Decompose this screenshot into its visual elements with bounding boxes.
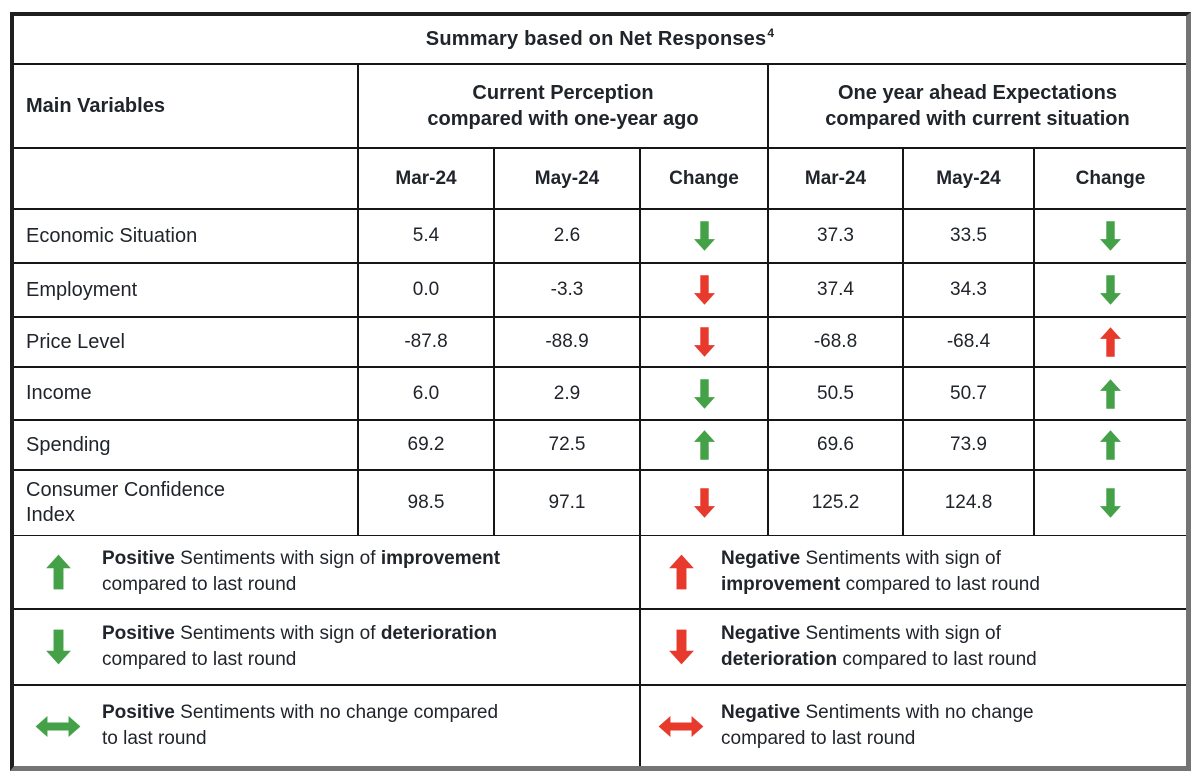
legend-label: Negative Sentiments with no change compar… [721,702,1034,749]
table-row-price-level: Price Level -87.8 -88.9 -68.8 -68.4 [14,318,1186,368]
change-arrow-icon [1035,471,1186,535]
legend-negative-no-change: Negative Sentiments with no change compar… [641,686,1186,766]
cell-cp-mar: 6.0 [359,368,495,419]
cell-ex-mar: 37.4 [769,264,904,316]
col-header-cp-change: Change [641,149,769,208]
cell-cp-mar: -87.8 [359,318,495,366]
row-label: Price Level [14,318,359,366]
table-row-economic-situation: Economic Situation 5.4 2.6 37.3 33.5 [14,210,1186,264]
cell-ex-may: 73.9 [904,421,1035,469]
red-leftright-arrow-icon [641,715,721,737]
row-label: Employment [14,264,359,316]
expectations-header: One year ahead Expectations compared wit… [769,65,1186,147]
cell-ex-mar: -68.8 [769,318,904,366]
cell-ex-may: 124.8 [904,471,1035,535]
legend-positive-no-change: Positive Sentiments with no change compa… [14,686,641,766]
cell-cp-may: 72.5 [495,421,641,469]
cell-ex-mar: 125.2 [769,471,904,535]
cell-cp-mar: 0.0 [359,264,495,316]
change-arrow-icon [641,421,769,469]
legend-negative-improvement: Negative Sentiments with sign of improvem… [641,536,1186,608]
cell-ex-may: 50.7 [904,368,1035,419]
cell-cp-may: 2.9 [495,368,641,419]
green-up-arrow-icon [14,554,102,590]
change-arrow-icon [1035,368,1186,419]
legend-label: Negative Sentiments with sign of improvem… [721,548,1040,595]
cell-ex-may: 33.5 [904,210,1035,262]
red-down-arrow-icon [641,629,721,665]
empty-header-cell [14,149,359,208]
cell-cp-may: 2.6 [495,210,641,262]
cell-cp-mar: 98.5 [359,471,495,535]
cell-ex-mar: 50.5 [769,368,904,419]
expectations-line2: compared with current situation [825,108,1130,130]
col-header-ex-mar24: Mar-24 [769,149,904,208]
legend-row-improvement: Positive Sentiments with sign of improve… [14,536,1186,610]
cell-ex-may: 34.3 [904,264,1035,316]
current-perception-line2: compared with one-year ago [427,108,699,130]
col-header-cp-may24: May-24 [495,149,641,208]
legend-row-deterioration: Positive Sentiments with sign of deterio… [14,610,1186,686]
row-label: Income [14,368,359,419]
col-header-ex-may24: May-24 [904,149,1035,208]
group-header-row: Main Variables Current Perception compar… [14,65,1186,149]
expectations-line1: One year ahead Expectations [837,82,1117,104]
cell-cp-may: -3.3 [495,264,641,316]
legend-label: Negative Sentiments with sign of deterior… [721,623,1037,670]
change-arrow-icon [641,318,769,366]
cell-cp-mar: 5.4 [359,210,495,262]
table-row-employment: Employment 0.0 -3.3 37.4 34.3 [14,264,1186,318]
legend-positive-improvement: Positive Sentiments with sign of improve… [14,536,641,608]
col-header-cp-mar24: Mar-24 [359,149,495,208]
change-arrow-icon [1035,318,1186,366]
green-down-arrow-icon [14,629,102,665]
change-arrow-icon [641,368,769,419]
column-header-row: Mar-24 May-24 Change Mar-24 May-24 Chang… [14,149,1186,210]
legend-label: Positive Sentiments with sign of improve… [102,548,501,595]
legend-label: Positive Sentiments with no change compa… [102,702,499,749]
change-arrow-icon [1035,264,1186,316]
current-perception-header: Current Perception compared with one-yea… [359,65,769,147]
change-arrow-icon [641,264,769,316]
cell-cp-may: 97.1 [495,471,641,535]
change-arrow-icon [641,210,769,262]
table-row-consumer-confidence-index: Consumer Confidence Index 98.5 97.1 125.… [14,471,1186,535]
table-row-income: Income 6.0 2.9 50.5 50.7 [14,368,1186,421]
table-title-row: Summary based on Net Responses4 [14,16,1186,65]
green-leftright-arrow-icon [14,715,102,737]
legend: Positive Sentiments with sign of improve… [14,535,1186,766]
cell-cp-mar: 69.2 [359,421,495,469]
title-text: Summary based on Net Responses [425,28,767,50]
page-title: Summary based on Net Responses4 [14,16,1186,63]
legend-row-no-change: Positive Sentiments with no change compa… [14,686,1186,766]
legend-negative-deterioration: Negative Sentiments with sign of deterior… [641,610,1186,684]
change-arrow-icon [1035,421,1186,469]
title-footnote-superscript: 4 [767,26,775,41]
change-arrow-icon [1035,210,1186,262]
table-row-spending: Spending 69.2 72.5 69.6 73.9 [14,421,1186,471]
row-label: Spending [14,421,359,469]
current-perception-line1: Current Perception [472,82,654,104]
red-up-arrow-icon [641,554,721,590]
cell-ex-mar: 69.6 [769,421,904,469]
legend-positive-deterioration: Positive Sentiments with sign of deterio… [14,610,641,684]
row-label: Consumer Confidence Index [14,471,359,535]
main-variables-header: Main Variables [14,65,359,147]
summary-table: Summary based on Net Responses4 Main Var… [10,12,1191,771]
cell-ex-may: -68.4 [904,318,1035,366]
row-label: Economic Situation [14,210,359,262]
legend-label: Positive Sentiments with sign of deterio… [102,623,497,670]
cell-cp-may: -88.9 [495,318,641,366]
change-arrow-icon [641,471,769,535]
col-header-ex-change: Change [1075,167,1146,189]
cell-ex-mar: 37.3 [769,210,904,262]
